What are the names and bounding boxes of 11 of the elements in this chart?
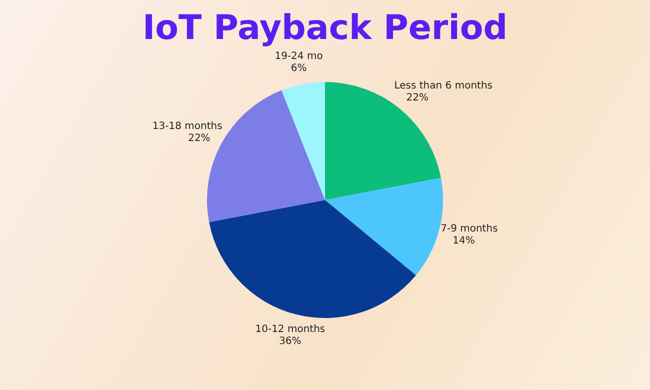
slice-label: Less than 6 months	[394, 80, 493, 92]
data-label: 36%	[279, 336, 302, 348]
slice-label: 13-18 months	[152, 121, 222, 132]
data-label: 22%	[406, 92, 428, 104]
data-label: 6%	[290, 63, 307, 74]
slice-label: 7-9 months	[440, 223, 498, 234]
data-label: 14%	[452, 235, 475, 246]
slice-label: 10-12 months	[255, 324, 326, 336]
chart-title: IoT Payback Period	[141, 8, 509, 48]
data-label: 22%	[188, 133, 210, 144]
slice-label: 19-24 mo	[274, 51, 323, 62]
